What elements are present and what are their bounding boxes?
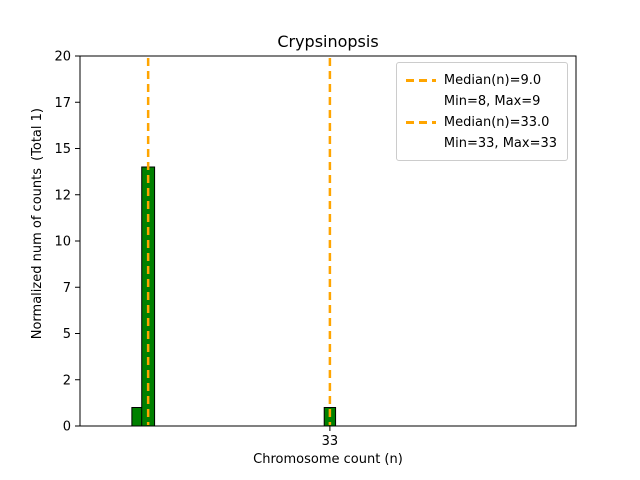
chart-title: Crypsinopsis xyxy=(277,32,379,51)
y-tick-label: 20 xyxy=(54,50,71,65)
y-tick-label: 12 xyxy=(54,188,71,203)
y-axis-label-secondary: (Total 1) xyxy=(30,108,45,161)
legend-label: Median(n)=9.0 xyxy=(443,73,542,88)
legend-spacer xyxy=(406,100,436,103)
dashed-line-sample xyxy=(405,79,436,82)
y-tick-label: 15 xyxy=(54,142,71,157)
legend: Median(n)=9.0 Min=8, Max=9 Median(n)=33.… xyxy=(395,62,568,161)
y-tick-label: 0 xyxy=(63,420,71,435)
dashed-line-sample xyxy=(405,121,436,124)
legend-entry: Median(n)=33.0 xyxy=(405,112,557,133)
legend-entry: Min=8, Max=9 xyxy=(406,91,557,112)
legend-entry: Min=33, Max=33 xyxy=(406,133,557,154)
legend-label: Median(n)=33.0 xyxy=(443,115,550,130)
legend-entry: Median(n)=9.0 xyxy=(405,70,557,91)
x-tick-label: 33 xyxy=(322,434,339,449)
legend-label: Min=33, Max=33 xyxy=(443,136,557,151)
x-axis-label: Chromosome count (n) xyxy=(253,452,403,467)
y-axis-label: Normalized num of counts xyxy=(30,168,45,340)
y-tick-label: 2 xyxy=(63,373,71,388)
y-tick-label: 17 xyxy=(54,96,71,111)
y-tick-label: 10 xyxy=(54,235,71,250)
legend-spacer xyxy=(406,142,436,145)
y-tick-label: 7 xyxy=(63,281,71,296)
y-tick-label: 5 xyxy=(63,327,71,342)
legend-label: Min=8, Max=9 xyxy=(443,94,541,109)
